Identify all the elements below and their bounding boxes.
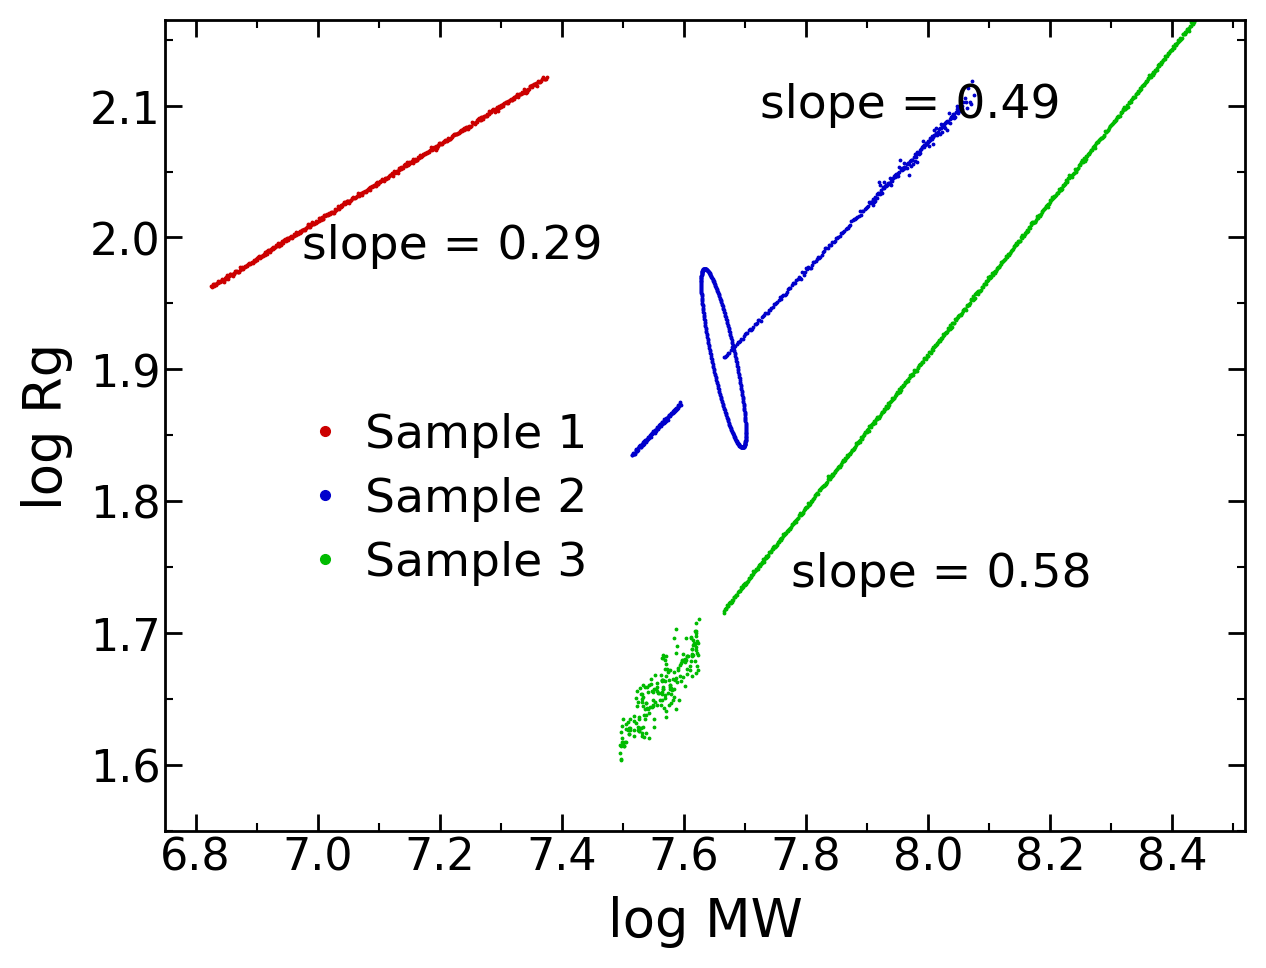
Sample 3 xyxy=(1191,11,1206,22)
Sample 1 xyxy=(366,181,381,193)
Sample 2 xyxy=(966,90,981,102)
Text: slope = 0.29: slope = 0.29 xyxy=(303,224,603,268)
Sample 3 xyxy=(639,681,655,693)
Sample 1 xyxy=(532,77,547,89)
Sample 2 xyxy=(709,285,724,296)
Sample 2 xyxy=(738,429,753,440)
Sample 3 xyxy=(739,577,755,589)
Sample 2 xyxy=(965,76,980,87)
Sample 1 xyxy=(363,182,379,194)
Legend: Sample 1, Sample 2, Sample 3: Sample 1, Sample 2, Sample 3 xyxy=(313,413,587,586)
Sample 3 xyxy=(1042,198,1057,210)
Line: Sample 1: Sample 1 xyxy=(209,75,549,289)
Sample 1 xyxy=(204,282,219,293)
Sample 3 xyxy=(1190,10,1205,21)
Sample 1 xyxy=(386,171,401,183)
Sample 2 xyxy=(725,343,741,354)
Sample 3 xyxy=(1109,113,1124,125)
Sample 3 xyxy=(1017,230,1032,242)
Sample 1 xyxy=(204,281,219,292)
Sample 3 xyxy=(614,754,629,766)
Sample 3 xyxy=(842,449,857,461)
Sample 1 xyxy=(539,73,555,84)
X-axis label: log MW: log MW xyxy=(608,895,803,947)
Y-axis label: log Rg: log Rg xyxy=(20,343,73,509)
Sample 2 xyxy=(624,449,639,461)
Sample 2 xyxy=(694,295,709,307)
Sample 1 xyxy=(479,111,494,123)
Sample 2 xyxy=(728,435,743,446)
Line: Sample 2: Sample 2 xyxy=(629,79,976,458)
Text: slope = 0.49: slope = 0.49 xyxy=(760,82,1061,128)
Text: slope = 0.58: slope = 0.58 xyxy=(790,552,1091,596)
Sample 1 xyxy=(404,158,419,169)
Sample 2 xyxy=(624,449,639,461)
Sample 1 xyxy=(536,72,551,83)
Sample 3 xyxy=(658,670,674,681)
Line: Sample 3: Sample 3 xyxy=(618,14,1201,763)
Sample 2 xyxy=(865,197,880,208)
